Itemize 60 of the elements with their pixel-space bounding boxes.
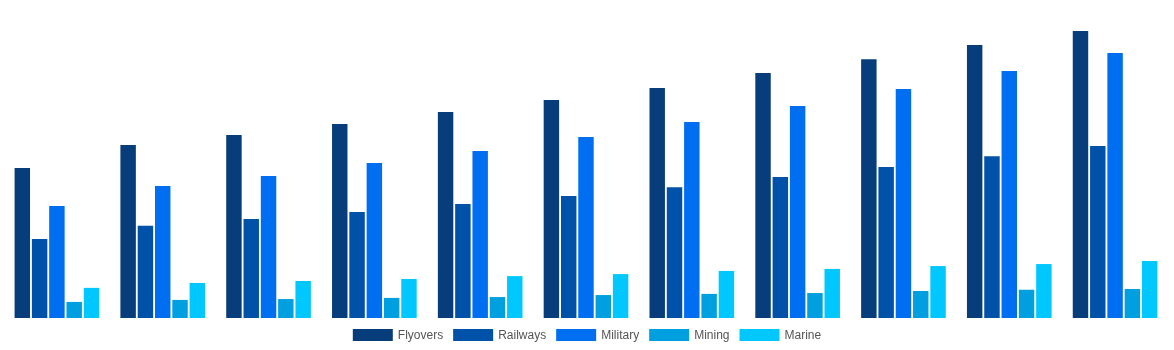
legend-label: Marine [784,328,822,342]
legend-label: Mining [694,328,730,342]
bar [1141,260,1158,318]
bar [332,123,348,318]
bar [507,276,523,318]
bar [966,45,983,318]
bar [930,266,946,318]
bar [155,185,171,318]
bar [666,187,683,318]
bar [243,218,259,318]
bar [578,136,594,318]
bar [789,105,806,318]
bar [83,287,100,318]
bar [612,274,629,318]
bar [472,150,488,318]
bar [595,295,612,318]
bar [489,297,506,318]
bar [684,121,700,318]
bar [772,177,789,318]
bar [401,278,417,318]
bar [278,299,294,318]
bar [14,167,31,318]
bar [913,291,929,318]
bar [260,175,277,318]
bar [1001,70,1017,318]
bar [878,167,894,318]
bar [226,134,242,318]
bar [824,268,840,318]
bar [861,59,877,318]
bar [1124,289,1141,318]
bar [295,280,311,318]
bar [189,282,206,318]
legend-label: Railways [498,328,547,342]
bar [984,156,1000,318]
bar [755,72,771,318]
bar [701,293,717,318]
bar [1072,31,1089,318]
bar [349,212,365,318]
legend-label: Flyovers [397,328,444,342]
bar [560,196,577,318]
bar [120,144,136,318]
bar [807,293,823,318]
bar [718,270,735,318]
bar [1036,264,1052,318]
bar [31,239,48,318]
bar [543,99,560,318]
bar [137,225,154,318]
bar [455,204,471,318]
bar [383,297,400,318]
bar [49,206,65,318]
bar [172,299,188,318]
bar [649,88,665,318]
bar [366,163,383,318]
bar [1107,53,1123,318]
bar [1018,289,1035,318]
bar [66,301,82,318]
legend-label: Military [601,328,640,342]
bar [895,88,912,318]
bar [1090,146,1106,318]
bar [437,111,454,318]
